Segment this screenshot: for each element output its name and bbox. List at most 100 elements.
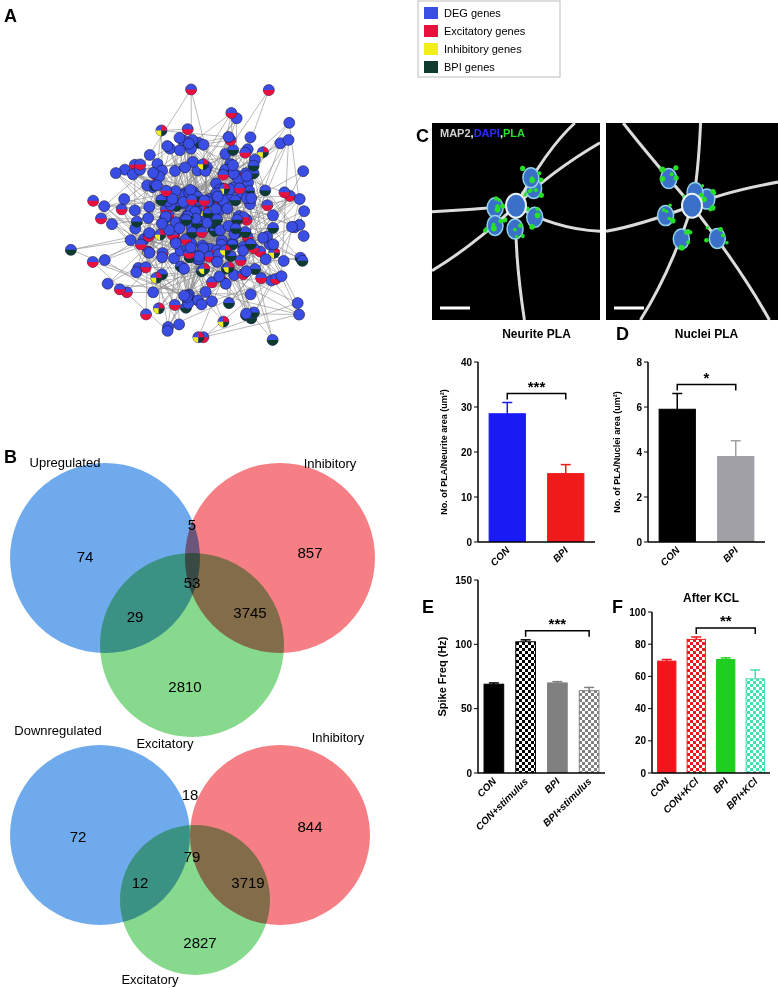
y-tick-label: 40 <box>461 357 473 368</box>
network-node <box>212 256 223 267</box>
error-line <box>507 403 509 414</box>
network-edge <box>131 240 179 324</box>
venn-set-label: Upregulated <box>30 455 101 470</box>
venn-count: 2827 <box>183 934 216 951</box>
error-cap <box>521 639 531 641</box>
stain-label: DAPI <box>474 127 500 139</box>
error-cap <box>502 402 512 404</box>
x-tick-label: BPI <box>711 775 731 795</box>
network-node-part <box>203 159 209 165</box>
neurite <box>516 206 600 232</box>
y-tick-label: 10 <box>461 492 473 503</box>
error-line <box>735 441 737 457</box>
network-node <box>65 244 76 255</box>
y-tick <box>648 708 652 709</box>
pla-dot <box>667 217 671 221</box>
network-node <box>153 303 164 314</box>
network-node <box>268 239 279 250</box>
network-node-part <box>203 164 209 170</box>
network-node <box>246 193 257 204</box>
y-tick <box>644 542 648 543</box>
network-node <box>258 232 269 243</box>
micrograph <box>432 123 600 320</box>
network-node-part <box>226 113 237 119</box>
pla-dot <box>521 234 525 238</box>
pla-dot <box>706 226 710 230</box>
network-edge <box>159 244 274 308</box>
pla-dot <box>497 198 501 202</box>
network-node <box>144 247 155 258</box>
legend-swatch <box>424 25 438 37</box>
pla-dot <box>491 223 495 227</box>
network-node-part <box>223 322 229 328</box>
network-edge <box>138 206 203 268</box>
network-node-part <box>228 150 239 156</box>
network-node <box>225 251 236 262</box>
network-node-part <box>182 129 193 135</box>
x-axis <box>648 541 765 543</box>
network-node-part <box>240 153 251 159</box>
network-node-part <box>160 235 166 241</box>
panel-label: D <box>616 324 629 344</box>
error-bar <box>662 659 672 661</box>
network-node <box>162 141 173 152</box>
bar-chart: 010203040CONBPINeurite PLANo. of PLA/Neu… <box>439 327 595 568</box>
pla-dot <box>673 165 678 170</box>
network-node <box>119 194 130 205</box>
network-node-part <box>220 250 226 256</box>
network-edge <box>71 233 149 250</box>
pla-dot <box>686 240 690 244</box>
y-tick <box>644 407 648 408</box>
network-node <box>220 245 231 256</box>
network-node-part <box>225 245 231 251</box>
pla-dot <box>529 224 535 230</box>
bar <box>718 457 754 543</box>
venn-count: 72 <box>70 828 87 845</box>
pla-dot <box>701 184 704 187</box>
network-node-part <box>196 232 207 238</box>
network-node <box>298 166 309 177</box>
pla-dot <box>520 166 525 171</box>
network-node-part <box>198 337 204 343</box>
y-tick <box>644 497 648 498</box>
pla-dot <box>665 210 668 213</box>
network-edge <box>196 166 254 256</box>
network-edge <box>183 204 253 313</box>
network-node-part <box>260 190 271 196</box>
stain-label: MAP2 <box>440 127 471 139</box>
network-edge <box>217 199 300 250</box>
network-nodes <box>65 84 309 345</box>
network-node <box>135 239 146 250</box>
network-edge <box>199 211 304 259</box>
network-node <box>228 144 239 155</box>
venn-count: 2810 <box>168 678 201 695</box>
network-node <box>170 238 181 249</box>
network-node <box>292 298 303 309</box>
error-cap <box>731 440 741 442</box>
bar <box>659 409 695 542</box>
y-tick-label: 6 <box>636 402 642 413</box>
network-edge <box>153 113 231 173</box>
significance-label: * <box>704 369 710 386</box>
network-edge <box>149 167 185 252</box>
network-node <box>223 262 234 273</box>
bar <box>548 474 584 542</box>
error-bar <box>489 683 499 684</box>
network-edges <box>71 89 304 339</box>
network-node <box>276 271 287 282</box>
pla-dot <box>535 214 539 218</box>
network-node <box>256 273 267 284</box>
network-node <box>199 263 210 274</box>
network-node <box>125 235 136 246</box>
network-edge <box>176 152 263 243</box>
network-node <box>135 159 146 170</box>
legend-label: DEG genes <box>444 7 501 19</box>
network-node-part <box>206 282 217 288</box>
panel-label: F <box>612 597 623 617</box>
network-node <box>299 206 310 217</box>
network-edge <box>150 155 235 234</box>
x-axis <box>478 772 605 774</box>
network-node <box>131 267 142 278</box>
network-node <box>106 219 117 230</box>
network-edge <box>204 123 289 201</box>
